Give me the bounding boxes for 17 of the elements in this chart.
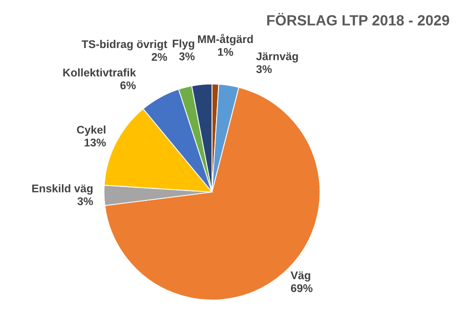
data-label: 3% [77,197,93,206]
slice-label: TS-bidrag övrigt [82,40,168,50]
slice-label: Cykel [76,126,106,136]
slice-label: Järnväg [256,52,298,62]
data-label: 13% [84,138,106,146]
slice-label: MM-åtgärd [198,34,253,46]
data-label: 3% [179,52,195,60]
slice-label: Väg [290,271,310,282]
data-label: 1% [218,48,234,56]
data-label: 3% [256,65,272,74]
data-label: 69% [290,284,313,292]
text: FÖRSLAG LTP 2018 - 2029 [267,12,450,26]
slice-label: Enskild väg [32,184,93,195]
data-label: 2% [152,53,168,61]
data-label: 6% [120,81,136,90]
slice-label: Kollektivtrafik [63,68,136,77]
slice-label: Flyg [172,39,194,50]
